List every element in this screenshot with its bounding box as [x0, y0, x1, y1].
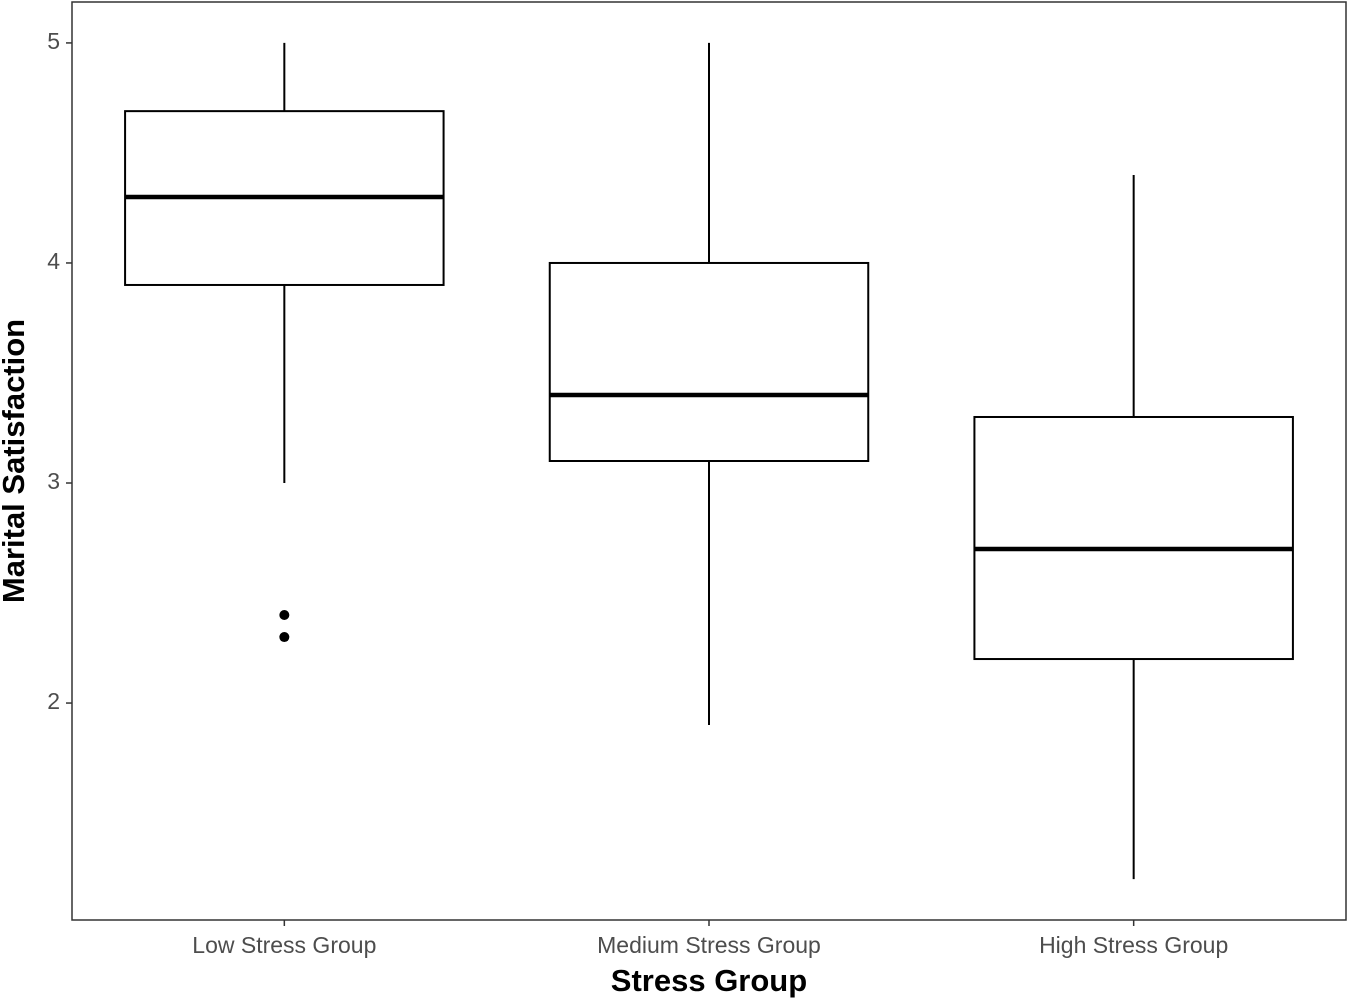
y-tick-label: 3 — [47, 468, 60, 494]
x-tick-label: Medium Stress Group — [597, 932, 821, 958]
x-tick-label: High Stress Group — [1039, 932, 1228, 958]
y-tick-label: 4 — [47, 248, 60, 274]
x-tick-label: Low Stress Group — [192, 932, 376, 958]
y-tick-label: 2 — [47, 688, 60, 714]
box — [548, 261, 870, 462]
x-axis-title: Stress Group — [611, 963, 807, 998]
outlier — [279, 610, 290, 621]
y-tick-label: 5 — [47, 28, 60, 54]
outlier — [279, 632, 290, 643]
box — [973, 415, 1294, 661]
y-axis-title: Marital Satisfaction — [0, 319, 31, 603]
